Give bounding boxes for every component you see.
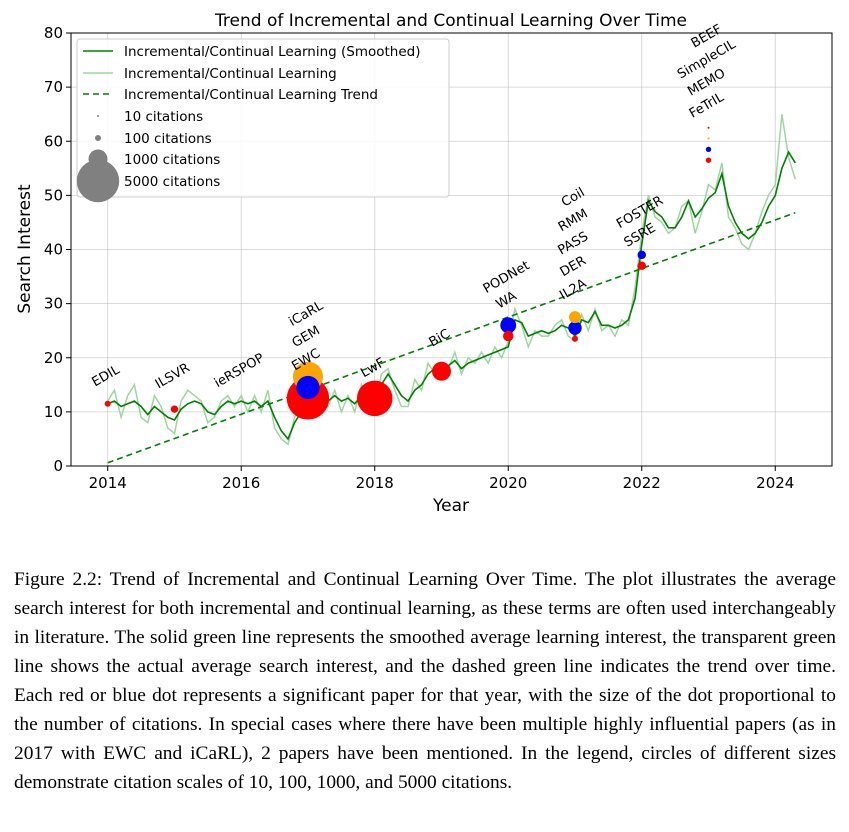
legend-label: Incremental/Continual Learning Trend <box>124 87 378 103</box>
paper-label-coil: Coil <box>559 185 588 210</box>
paper-dot-foster <box>637 250 646 260</box>
legend-box <box>76 38 450 198</box>
paper-dot-podnet <box>500 317 517 334</box>
x-axis-label: Year <box>432 496 469 516</box>
raw-interest-line <box>107 114 797 446</box>
legend: Incremental/Continual Learning (Smoothed… <box>76 38 450 203</box>
paper-label-lwf: LwF <box>358 355 387 381</box>
figure-caption: Figure 2.2: Trend of Incremental and Con… <box>14 569 836 793</box>
x-tick-label: 2014 <box>89 474 127 492</box>
legend-size-marker <box>97 115 99 117</box>
legend-label: Incremental/Continual Learning (Smoothed… <box>124 44 421 60</box>
paper-dot-ilsvr <box>170 405 179 413</box>
y-tick-label: 40 <box>44 241 63 259</box>
chart-title: Trend of Incremental and Continual Learn… <box>214 11 687 31</box>
legend-size-label: 100 citations <box>124 131 212 147</box>
y-tick-label: 60 <box>44 132 63 150</box>
trend-line <box>107 211 796 464</box>
legend-size-label: 10 citations <box>124 109 203 125</box>
search-interest-chart: Trend of Incremental and Continual Learn… <box>15 11 833 516</box>
y-tick-label: 0 <box>53 457 63 475</box>
y-axis-label: Search Interest <box>15 184 35 314</box>
legend-label: Incremental/Continual Learning <box>124 66 337 82</box>
paper-dot-bic <box>432 361 451 381</box>
smoothed-interest-line <box>107 150 796 441</box>
paper-dot-edil <box>104 400 111 407</box>
paper-label-rmm: RMM <box>556 206 591 235</box>
y-tick-label: 70 <box>44 78 63 96</box>
paper-dot-ssre <box>637 261 646 270</box>
paper-dot-pass <box>568 311 581 324</box>
x-tick-label: 2018 <box>356 474 394 492</box>
legend-size-marker <box>76 159 120 203</box>
paper-label-bic: BiC <box>427 327 453 351</box>
y-tick-label: 20 <box>44 349 63 367</box>
paper-dot-lwf <box>356 380 393 417</box>
y-tick-label: 10 <box>44 403 63 421</box>
paper-dot-beef <box>707 126 710 129</box>
paper-label-ierspop: ieRSPOP <box>212 351 267 391</box>
paper-dot-memo <box>705 146 712 153</box>
paper-dot-il2a <box>571 335 578 342</box>
paper-label-ilsvr: ILSVR <box>153 361 193 393</box>
paper-label-pass: PASS <box>555 229 591 258</box>
x-tick-label: 2022 <box>623 474 661 492</box>
paper-dot-gem <box>296 375 320 400</box>
paper-dot-simplecil <box>707 137 710 140</box>
paper-label-il2a: IL2A <box>557 276 589 303</box>
paper-dot-wa <box>503 330 514 342</box>
y-tick-label: 50 <box>44 186 63 204</box>
x-tick-label: 2024 <box>756 474 794 492</box>
y-tick-label: 80 <box>44 24 63 42</box>
plot-area: EDIL ILSVR ieRSPOP EWCGEMiCaRLLwFBiCWAPODNe… <box>44 22 833 492</box>
paper-dot-fetril <box>705 157 712 163</box>
paper-label-edil: EDIL <box>90 362 124 390</box>
paper-label-icarl: iCaRL <box>286 298 326 330</box>
legend-size-label: 5000 citations <box>124 174 220 190</box>
legend-size-label: 1000 citations <box>124 152 220 168</box>
legend-size-marker <box>95 135 101 141</box>
x-tick-label: 2020 <box>489 474 527 492</box>
x-tick-label: 2016 <box>222 474 260 492</box>
y-tick-label: 30 <box>44 295 63 313</box>
paper-dot-der <box>568 321 582 335</box>
